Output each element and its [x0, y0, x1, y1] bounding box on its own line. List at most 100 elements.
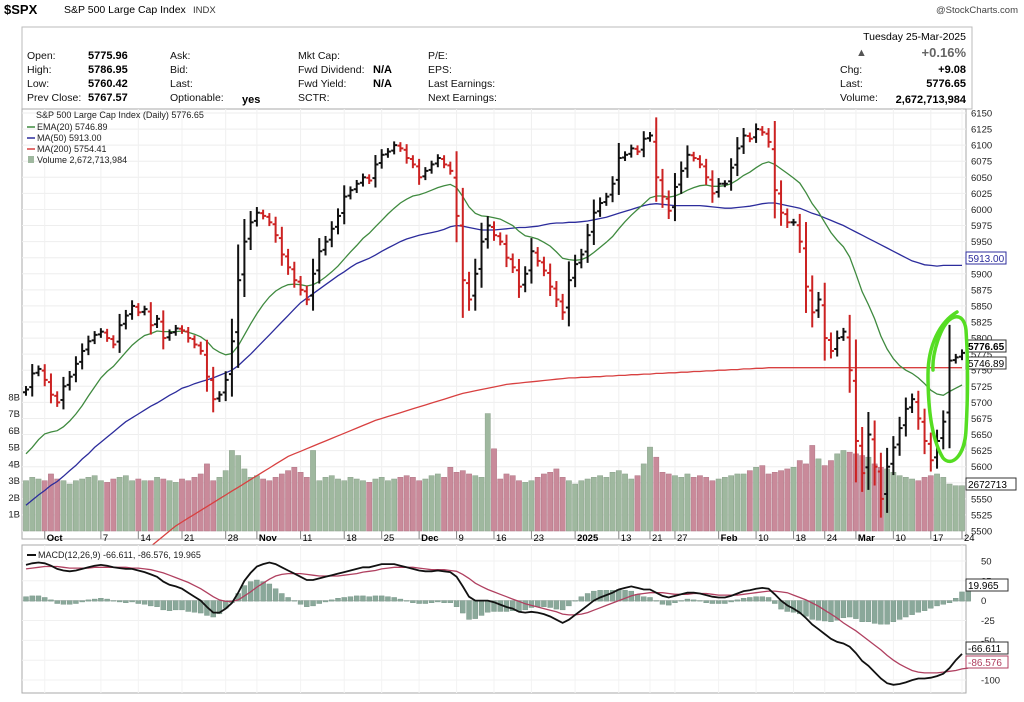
price-tick-label: 5750 [971, 366, 992, 377]
ohlc-bar [877, 452, 884, 518]
date-tick-label: 17 [933, 533, 944, 544]
ohlc-bar [197, 341, 204, 355]
ohlc-bar [285, 248, 292, 275]
macd-histogram-bar [959, 591, 965, 602]
macd-histogram-bar [903, 600, 909, 618]
ohlc-bar [428, 160, 435, 174]
volume-bar [553, 468, 560, 532]
fwd-yield-value: N/A [373, 78, 392, 90]
macd-histogram-bar [653, 600, 659, 602]
ohlc-bar [85, 335, 92, 356]
volume-bar [740, 473, 747, 532]
ohlc-bar [147, 302, 154, 335]
ohlc-bar [478, 222, 485, 288]
macd-histogram-bar [466, 600, 472, 620]
volume-bar [428, 475, 435, 532]
volume-bar [734, 473, 741, 532]
volume-tick-label: 4B [8, 459, 20, 470]
macd-histogram-bar [347, 596, 354, 602]
volume-bar [952, 485, 959, 532]
volume-tick-label: 7B [8, 409, 20, 420]
highlight-circle [926, 310, 970, 464]
macd-histogram-bar [360, 595, 366, 602]
ohlc-bar [378, 149, 385, 169]
macd-histogram-bar [803, 600, 809, 617]
volume-bar [927, 475, 934, 532]
next-earnings-label: Next Earnings: [428, 92, 497, 104]
ohlc-bar [185, 327, 192, 343]
ohlc-bar [659, 168, 666, 208]
date-tick-label: 18 [346, 533, 357, 544]
volume-bar [141, 480, 148, 532]
low-label: Low: [27, 78, 49, 90]
macd-histogram-bar [428, 600, 435, 603]
ohlc-bar [746, 132, 753, 143]
price-tick-label: 5725 [971, 382, 992, 393]
macd-histogram-bar [578, 596, 585, 602]
prev-close-value: 5767.57 [88, 92, 128, 104]
price-tick-label: 5975 [971, 221, 992, 232]
ohlc-bar [534, 247, 541, 267]
volume-bar [584, 478, 591, 532]
volume-bar [372, 478, 379, 532]
volume-bar [453, 472, 460, 532]
ohlc-bar [129, 300, 136, 320]
volume-bar [809, 445, 816, 532]
ohlc-bar [491, 221, 497, 241]
ohlc-bar [60, 376, 67, 410]
volume-bar [846, 451, 853, 532]
macd-histogram-bar [42, 597, 48, 602]
price-tick-label: 5650 [971, 430, 992, 441]
macd-histogram-bar [366, 596, 372, 602]
price-tick-label: 5700 [971, 398, 992, 409]
macd-histogram-bar [453, 600, 460, 607]
macd-histogram-bar [335, 598, 341, 602]
macd-histogram-bar [528, 600, 535, 608]
ohlc-bar [447, 161, 454, 175]
macd-histogram-bar [410, 600, 416, 603]
price-tick-label: 5950 [971, 237, 992, 248]
volume-bar [771, 472, 778, 532]
volume-bar [909, 478, 915, 532]
volume-tick-label: 6B [8, 426, 20, 437]
ohlc-bar [584, 223, 591, 263]
ohlc-bar [335, 208, 341, 235]
volume-bar [204, 463, 210, 532]
volume-bar [497, 478, 504, 532]
volume-bar [303, 477, 310, 532]
macd-histogram-bar [865, 600, 872, 622]
svg-text:-66.611: -66.611 [968, 644, 1002, 655]
ohlc-bar [952, 353, 959, 364]
price-panel: 5500552555505575560056255650567557005725… [8, 108, 1017, 654]
volume-bar [378, 477, 385, 532]
ohlc-bar [590, 199, 597, 245]
ohlc-bar [634, 145, 641, 156]
volume-bar [615, 470, 622, 532]
ohlc-bar [940, 410, 947, 450]
ohlc-bar [559, 293, 566, 320]
ohlc-bar [72, 356, 79, 383]
macd-histogram-bar [846, 600, 853, 618]
macd-tick-label: -25 [981, 616, 995, 627]
ohlc-bar [678, 161, 685, 194]
volume-bar [210, 480, 217, 532]
price-tick-label: 5875 [971, 285, 992, 296]
ma50-badge: 5913.00 [965, 251, 1007, 265]
date-tick-label: 27 [677, 533, 688, 544]
volume-bar [566, 480, 572, 532]
ohlc-bar [696, 155, 703, 169]
price-tick-label: 6125 [971, 125, 992, 136]
volume-tick-label: 8B [8, 392, 20, 403]
macd-hist-badge: 19.965 [965, 578, 1009, 592]
macd-histogram-bar [853, 600, 859, 619]
macd-histogram-bar [690, 599, 697, 602]
macd-histogram-bar [928, 600, 934, 609]
ohlc-bar [328, 221, 335, 248]
volume-bar [834, 453, 841, 532]
ohlc-bar [865, 411, 872, 490]
macd-histogram-bar [765, 597, 772, 602]
volume-bar [385, 480, 391, 532]
date-tick-label: 24 [964, 533, 975, 544]
volume-bar [85, 477, 92, 532]
